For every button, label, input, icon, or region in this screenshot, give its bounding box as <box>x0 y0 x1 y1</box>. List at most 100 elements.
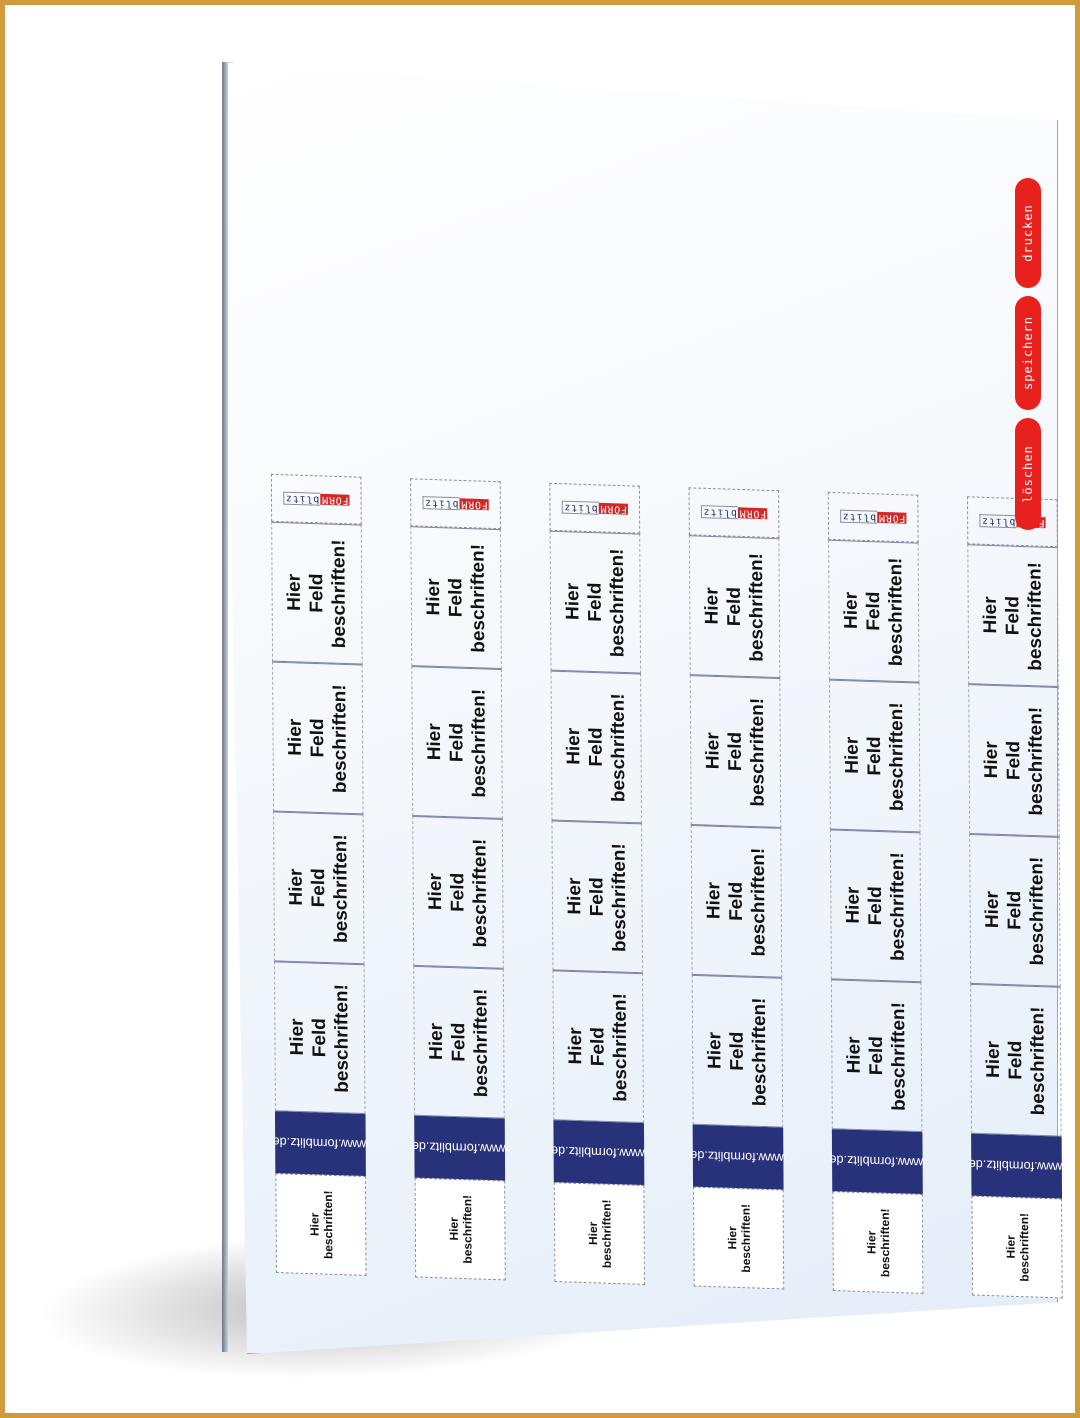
url-band: www.formblitz.de <box>968 1133 1065 1199</box>
url-band: www.formblitz.de <box>411 1115 508 1181</box>
label-field-text: Hier Feld beschriften! <box>424 688 491 798</box>
label-field-text: Hier Feld beschriften! <box>981 706 1047 816</box>
url-band-text: www.formblitz.de <box>411 1139 508 1158</box>
label-field[interactable]: Hier Feld beschriften! <box>969 833 1061 987</box>
label-field[interactable]: Hier Feld beschriften! <box>830 979 923 1133</box>
logo-blitz-text: blitz <box>839 509 878 524</box>
small-label-field[interactable]: Hier beschriften! <box>971 1195 1063 1299</box>
url-band-text: www.formblitz.de <box>968 1157 1065 1176</box>
label-field[interactable]: Hier Feld beschriften! <box>273 811 365 965</box>
small-label-field-text: Hier beschriften! <box>864 1208 892 1278</box>
formblitz-logo-mark: FORMblitz <box>422 496 489 511</box>
logo-form-text: FORM <box>737 507 768 520</box>
url-band-text: www.formblitz.de <box>690 1148 786 1167</box>
label-field[interactable]: Hier Feld beschriften! <box>967 544 1059 688</box>
label-field[interactable]: Hier Feld beschriften! <box>411 666 503 819</box>
label-field[interactable]: Hier Feld beschriften! <box>828 679 921 833</box>
label-field-text: Hier Feld beschriften! <box>562 548 629 658</box>
url-band: www.formblitz.de <box>829 1129 926 1195</box>
label-field-text: Hier Feld beschriften! <box>284 539 350 649</box>
small-label-field-text: Hier beschriften! <box>446 1194 475 1264</box>
logo-blitz-text: blitz <box>700 505 738 520</box>
label-field[interactable]: Hier Feld beschriften! <box>828 539 920 683</box>
speichern-label: speichern <box>1021 315 1035 391</box>
small-label-field[interactable]: Hier beschriften! <box>414 1177 506 1281</box>
url-band-text: www.formblitz.de <box>272 1134 369 1153</box>
label-field[interactable]: Hier Feld beschriften! <box>829 829 922 983</box>
label-field[interactable]: Hier Feld beschriften! <box>551 820 643 974</box>
label-field[interactable]: Hier Feld beschriften! <box>970 983 1062 1137</box>
url-band: www.formblitz.de <box>551 1120 647 1186</box>
label-field-text: Hier Feld beschriften! <box>563 693 630 803</box>
label-strip: Hier beschriften! www.formblitz.de Hier Fe… <box>688 487 786 1290</box>
url-band-text: www.formblitz.de <box>551 1143 647 1162</box>
small-label-field-text: Hier beschriften! <box>585 1199 614 1269</box>
formblitz-logo: FORMblitz <box>270 473 362 525</box>
label-field-text: Hier Feld beschriften! <box>983 1006 1049 1116</box>
label-field[interactable]: Hier Feld beschriften! <box>271 521 363 665</box>
label-strip: Hier beschriften! www.formblitz.de Hier Fe… <box>270 473 369 1276</box>
formblitz-logo: FORMblitz <box>688 487 780 539</box>
label-field-text: Hier Feld beschriften! <box>842 851 909 962</box>
formblitz-logo-mark: FORMblitz <box>839 509 907 524</box>
small-label-field-text: Hier beschriften! <box>724 1203 753 1273</box>
logo-blitz-text: blitz <box>979 514 1017 529</box>
label-field[interactable]: Hier Feld beschriften! <box>690 824 783 978</box>
label-field-text: Hier Feld beschriften! <box>287 983 353 1094</box>
label-field[interactable]: Hier Feld beschriften! <box>272 661 364 815</box>
small-label-field-text: Hier beschriften! <box>307 1190 335 1260</box>
label-field[interactable]: Hier Feld beschriften! <box>968 684 1060 837</box>
loeschen-button[interactable]: löschen <box>1015 418 1041 530</box>
label-field-text: Hier Feld beschriften! <box>701 552 768 663</box>
label-field[interactable]: Hier Feld beschriften! <box>274 961 366 1115</box>
drucken-button[interactable]: drucken <box>1015 178 1041 288</box>
small-label-field[interactable]: Hier beschriften! <box>553 1182 645 1285</box>
label-field-text: Hier Feld beschriften! <box>425 838 491 948</box>
logo-blitz-text: blitz <box>561 500 599 515</box>
label-field-text: Hier Feld beschriften! <box>703 847 770 957</box>
label-field-text: Hier Feld beschriften! <box>841 557 907 667</box>
label-field[interactable]: Hier Feld beschriften! <box>691 974 784 1128</box>
small-label-field[interactable]: Hier beschriften! <box>832 1191 924 1294</box>
label-strip: Hier beschriften! www.formblitz.de Hier Fe… <box>549 482 647 1285</box>
label-field-text: Hier Feld beschriften! <box>426 988 492 1098</box>
label-field[interactable]: Hier Feld beschriften! <box>549 530 642 674</box>
logo-blitz-text: blitz <box>283 491 321 506</box>
loeschen-label: löschen <box>1021 445 1036 503</box>
label-field[interactable]: Hier Feld beschriften! <box>689 675 782 828</box>
label-field[interactable]: Hier Feld beschriften! <box>550 670 643 824</box>
logo-form-text: FORM <box>320 493 350 506</box>
label-field-text: Hier Feld beschriften! <box>842 702 908 812</box>
label-field[interactable]: Hier Feld beschriften! <box>552 970 644 1124</box>
small-label-field-text: Hier beschriften! <box>1003 1212 1031 1282</box>
label-field[interactable]: Hier Feld beschriften! <box>688 535 781 679</box>
logo-blitz-text: blitz <box>422 496 460 511</box>
logo-form-text: FORM <box>598 502 628 515</box>
label-strip: Hier beschriften! www.formblitz.de Hier Fe… <box>410 478 508 1281</box>
label-field-text: Hier Feld beschriften! <box>423 543 490 654</box>
url-band: www.formblitz.de <box>272 1111 369 1177</box>
label-field[interactable]: Hier Feld beschriften! <box>410 526 502 670</box>
label-field-text: Hier Feld beschriften! <box>702 697 769 807</box>
label-strip: Hier beschriften! www.formblitz.de Hier Fe… <box>967 496 1065 1299</box>
url-band-text: www.formblitz.de <box>829 1152 926 1171</box>
formblitz-logo: FORMblitz <box>549 482 641 534</box>
label-field[interactable]: Hier Feld beschriften! <box>412 815 504 969</box>
logo-form-text: FORM <box>459 498 489 511</box>
label-grid: Hier beschriften! www.formblitz.de Hier Fe… <box>269 144 1064 1299</box>
speichern-button[interactable]: speichern <box>1015 296 1041 410</box>
label-field-text: Hier Feld beschriften! <box>843 1001 910 1112</box>
logo-form-text: FORM <box>877 511 907 524</box>
label-field-text: Hier Feld beschriften! <box>565 992 632 1103</box>
sheet-edge <box>222 62 228 1352</box>
small-label-field[interactable]: Hier beschriften! <box>693 1186 785 1290</box>
formblitz-logo: FORMblitz <box>827 491 919 543</box>
small-label-field[interactable]: Hier beschriften! <box>275 1173 367 1276</box>
label-field-text: Hier Feld beschriften! <box>285 684 351 794</box>
formblitz-logo-mark: FORMblitz <box>283 491 350 506</box>
formblitz-logo-mark: FORMblitz <box>700 505 768 520</box>
drucken-label: drucken <box>1021 204 1036 262</box>
label-field[interactable]: Hier Feld beschriften! <box>413 965 505 1119</box>
formblitz-logo-mark: FORMblitz <box>561 500 628 515</box>
label-field-text: Hier Feld beschriften! <box>982 856 1048 966</box>
